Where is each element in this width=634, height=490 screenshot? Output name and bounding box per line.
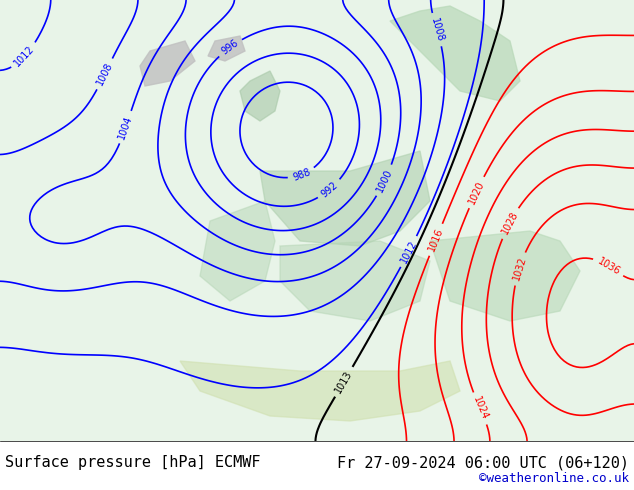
Text: 1028: 1028	[500, 210, 520, 236]
Text: 992: 992	[320, 180, 340, 199]
Text: 1013: 1013	[333, 368, 354, 395]
Polygon shape	[200, 201, 275, 301]
Polygon shape	[390, 6, 520, 101]
Text: 1012: 1012	[399, 238, 419, 265]
Text: 1020: 1020	[467, 179, 486, 206]
Text: 1032: 1032	[511, 255, 527, 282]
Polygon shape	[280, 241, 430, 321]
Text: 988: 988	[291, 167, 312, 183]
Text: 1024: 1024	[470, 395, 489, 422]
Polygon shape	[260, 151, 430, 246]
Text: 1000: 1000	[375, 167, 394, 194]
Polygon shape	[208, 36, 245, 61]
Text: 1016: 1016	[427, 226, 445, 253]
Polygon shape	[140, 41, 195, 86]
Text: 1012: 1012	[13, 44, 37, 69]
Text: 996: 996	[220, 38, 240, 57]
Polygon shape	[240, 71, 280, 121]
Text: 1008: 1008	[429, 17, 445, 43]
Text: Surface pressure [hPa] ECMWF: Surface pressure [hPa] ECMWF	[5, 455, 261, 470]
Text: ©weatheronline.co.uk: ©weatheronline.co.uk	[479, 472, 629, 485]
Text: 1008: 1008	[95, 61, 115, 87]
Text: 1036: 1036	[595, 256, 622, 277]
Text: 1004: 1004	[117, 114, 134, 141]
Polygon shape	[430, 231, 580, 321]
Text: Fr 27-09-2024 06:00 UTC (06+120): Fr 27-09-2024 06:00 UTC (06+120)	[337, 455, 629, 470]
Polygon shape	[180, 361, 460, 421]
